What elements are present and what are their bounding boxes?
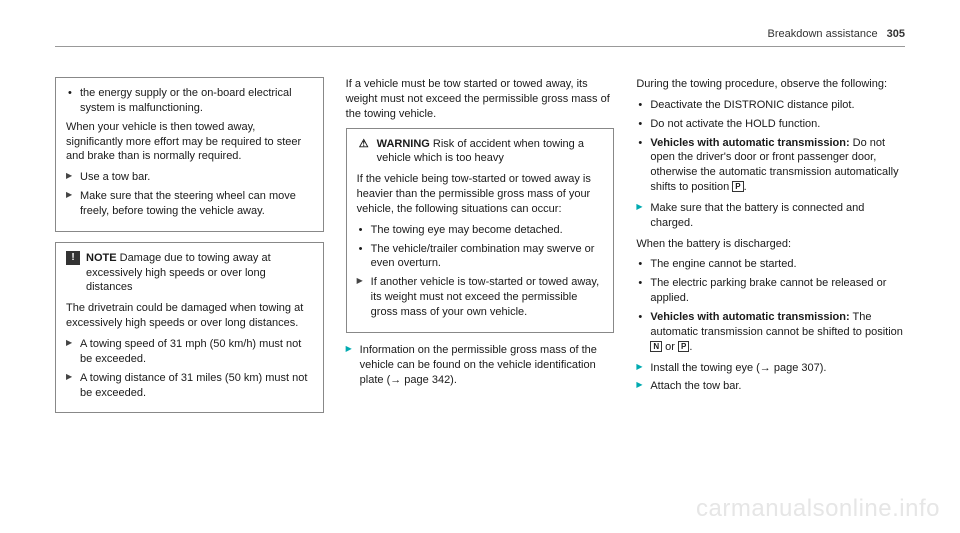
paragraph: During the towing procedure, observe the… [636, 77, 905, 92]
list-item: A towing distance of 31 miles (50 km) mu… [66, 371, 313, 401]
note-box: ! NOTE Damage due to towing away at exce… [55, 242, 324, 414]
list-item: A towing speed of 31 mph (50 km/h) must … [66, 337, 313, 367]
text: or [662, 341, 678, 353]
page-number: 305 [887, 28, 905, 40]
list-item: Information on the permissible gross mas… [346, 343, 615, 388]
list-item: the energy supply or the on-board electr… [66, 86, 313, 116]
content-columns: the energy supply or the on-board electr… [55, 55, 905, 423]
list-item: Attach the tow bar. [636, 379, 905, 394]
list-item: Use a tow bar. [66, 170, 313, 185]
list-item: If another vehicle is tow-started or tow… [357, 275, 604, 320]
note-title: ! NOTE Damage due to towing away at exce… [66, 251, 313, 296]
paragraph: If a vehicle must be tow started or towe… [346, 77, 615, 122]
list-item: Do not activate the HOLD function. [636, 117, 905, 132]
paragraph: When your vehicle is then towed away, si… [66, 120, 313, 165]
warning-title: ⚠ WARNING Risk of accident when towing a… [357, 137, 604, 167]
paragraph: The drivetrain could be damaged when tow… [66, 301, 313, 331]
header-rule [55, 46, 905, 47]
bold-text: Vehicles with automatic transmission: [650, 311, 849, 323]
column-2: If a vehicle must be tow started or towe… [346, 77, 615, 423]
header-title: Breakdown assistance [768, 28, 878, 40]
list-item: The towing eye may become detached. [357, 223, 604, 238]
warning-label: WARNING [377, 138, 430, 150]
list-item: Make sure that the steering wheel can mo… [66, 189, 313, 219]
list-item: Vehicles with automatic transmission: Do… [636, 136, 905, 195]
warning-icon: ⚠ [357, 137, 371, 151]
gear-p-icon: P [732, 181, 743, 192]
gear-p-icon: P [678, 341, 689, 352]
watermark: carmanualsonline.info [696, 495, 940, 523]
list-item: Vehicles with automatic transmission: Th… [636, 310, 905, 355]
note-label: NOTE [86, 252, 117, 264]
warning-box: ⚠ WARNING Risk of accident when towing a… [346, 128, 615, 333]
list-item: Make sure that the battery is connected … [636, 201, 905, 231]
bold-text: Vehicles with automatic transmission: [650, 137, 849, 149]
list-item: Deactivate the DISTRONIC distance pilot. [636, 98, 905, 113]
gear-n-icon: N [650, 341, 662, 352]
paragraph: If the vehicle being tow-started or towe… [357, 172, 604, 217]
list-item: The engine cannot be started. [636, 257, 905, 272]
paragraph: When the battery is discharged: [636, 237, 905, 252]
note-icon: ! [66, 251, 80, 265]
list-item: Install the towing eye (→ page 307). [636, 361, 905, 376]
list-item: The vehicle/trailer combination may swer… [357, 242, 604, 272]
text: . [689, 341, 692, 353]
list-item: The electric parking brake cannot be rel… [636, 276, 905, 306]
column-3: During the towing procedure, observe the… [636, 77, 905, 423]
page-header: Breakdown assistance 305 [768, 28, 905, 40]
towbar-box: the energy supply or the on-board electr… [55, 77, 324, 232]
text: . [744, 181, 747, 193]
column-1: the energy supply or the on-board electr… [55, 77, 324, 423]
